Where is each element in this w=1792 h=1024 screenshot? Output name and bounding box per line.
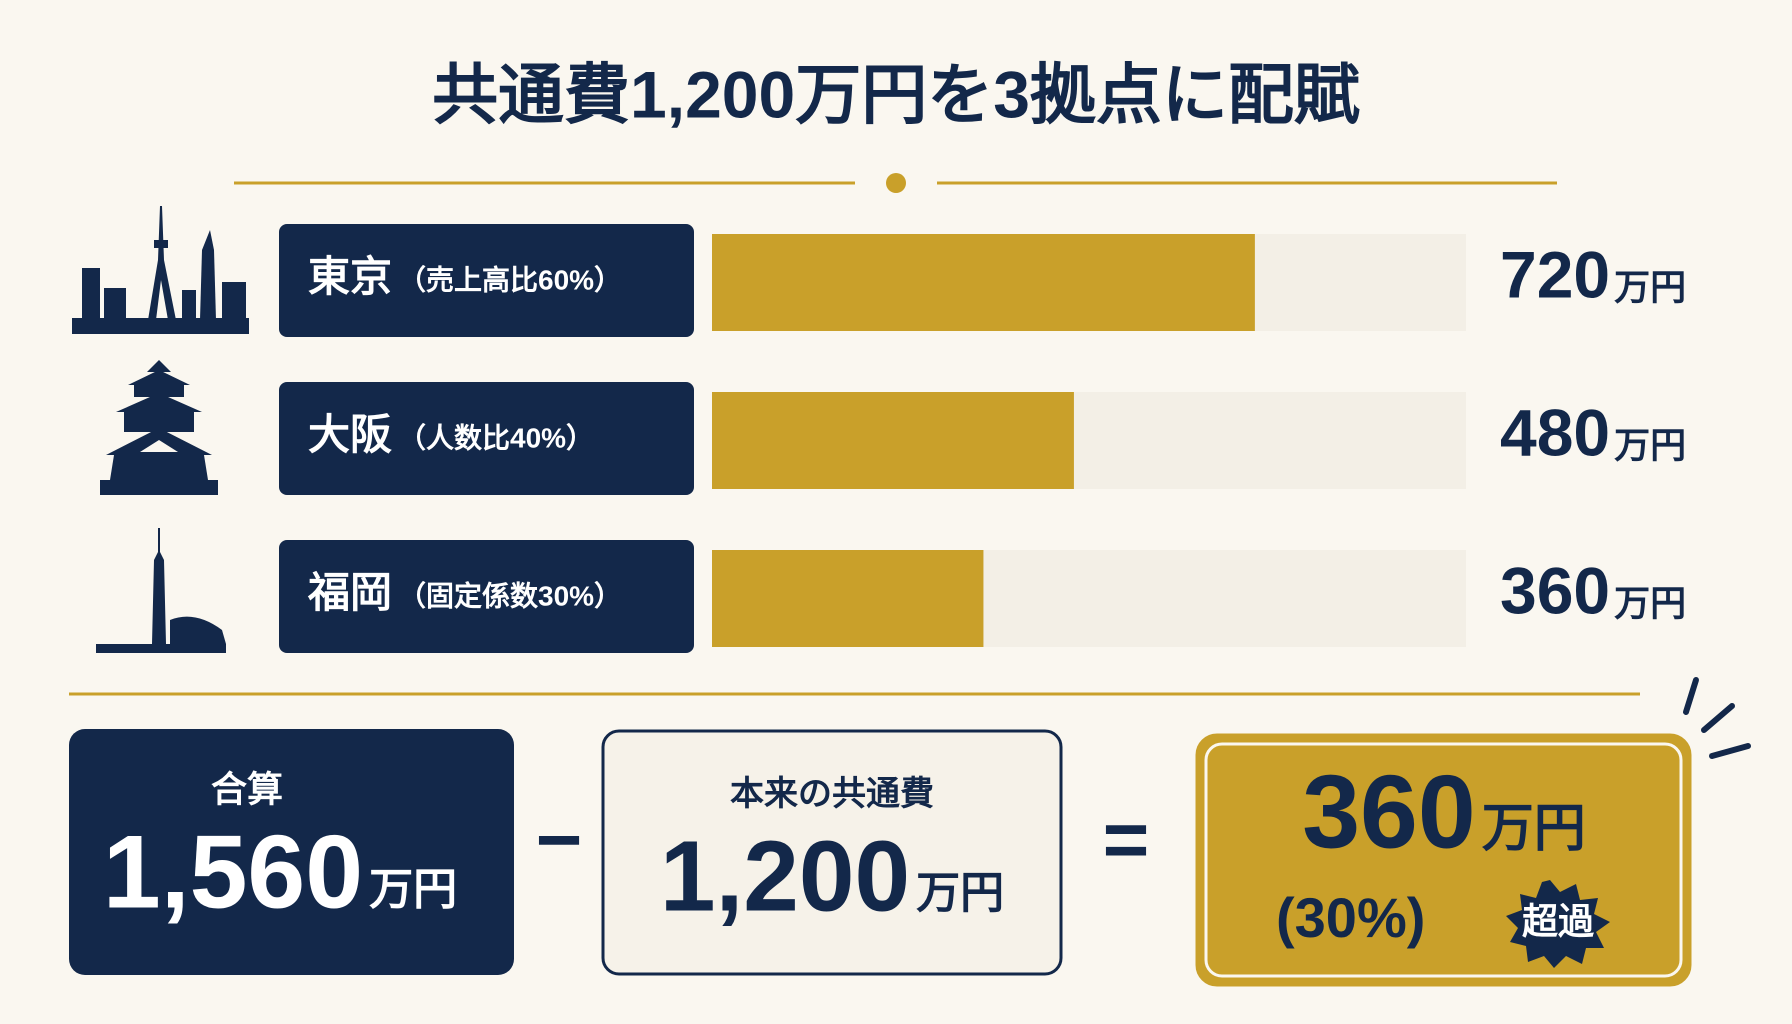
total-title: 合算 bbox=[211, 769, 283, 810]
minus-sign: − bbox=[536, 795, 583, 884]
value-label: 480 bbox=[1500, 395, 1610, 469]
original-box bbox=[601, 729, 1063, 976]
bar bbox=[712, 550, 984, 647]
value-label: 360 bbox=[1500, 553, 1610, 627]
sparks bbox=[1683, 677, 1751, 759]
osaka-icon bbox=[100, 360, 218, 495]
original-value: 1,200 bbox=[660, 820, 910, 932]
value-unit: 万円 bbox=[1614, 425, 1686, 466]
equals-sign: = bbox=[1103, 795, 1150, 884]
unit: 万円 bbox=[916, 869, 1004, 918]
category-label: 福岡 bbox=[307, 569, 392, 616]
value-unit: 万円 bbox=[1614, 267, 1686, 308]
category-box bbox=[279, 224, 694, 337]
value-unit: 万円 bbox=[1614, 583, 1686, 624]
unit: 万円 bbox=[1482, 800, 1586, 858]
category-note: （人数比40%） bbox=[398, 421, 594, 453]
badge-star bbox=[1506, 880, 1610, 968]
category-note: （売上高比60%） bbox=[398, 263, 622, 295]
excess-inner-border bbox=[1204, 742, 1683, 978]
category-box bbox=[279, 382, 694, 495]
excess-badge: 超過 bbox=[1522, 901, 1595, 942]
unit: 万円 bbox=[369, 865, 457, 914]
category-label: 大阪 bbox=[308, 411, 392, 458]
divider-dot bbox=[886, 173, 906, 193]
category-label: 東京 bbox=[308, 253, 392, 300]
bar bbox=[712, 234, 1255, 331]
excess-value: 360 bbox=[1302, 754, 1476, 870]
excess-percent: (30%) bbox=[1276, 886, 1425, 949]
original-title: 本来の共通費 bbox=[730, 775, 934, 813]
value-label: 720 bbox=[1500, 237, 1610, 311]
tokyo-icon bbox=[72, 206, 249, 334]
bar bbox=[712, 392, 1074, 489]
chart-title: 共通費1,200万円を3拠点に配賦 bbox=[432, 57, 1360, 131]
fukuoka-icon bbox=[96, 528, 226, 653]
total-box bbox=[69, 729, 514, 975]
category-note: （固定係数30%） bbox=[398, 579, 622, 611]
total-value: 1,560 bbox=[103, 814, 363, 930]
category-box bbox=[279, 540, 694, 653]
